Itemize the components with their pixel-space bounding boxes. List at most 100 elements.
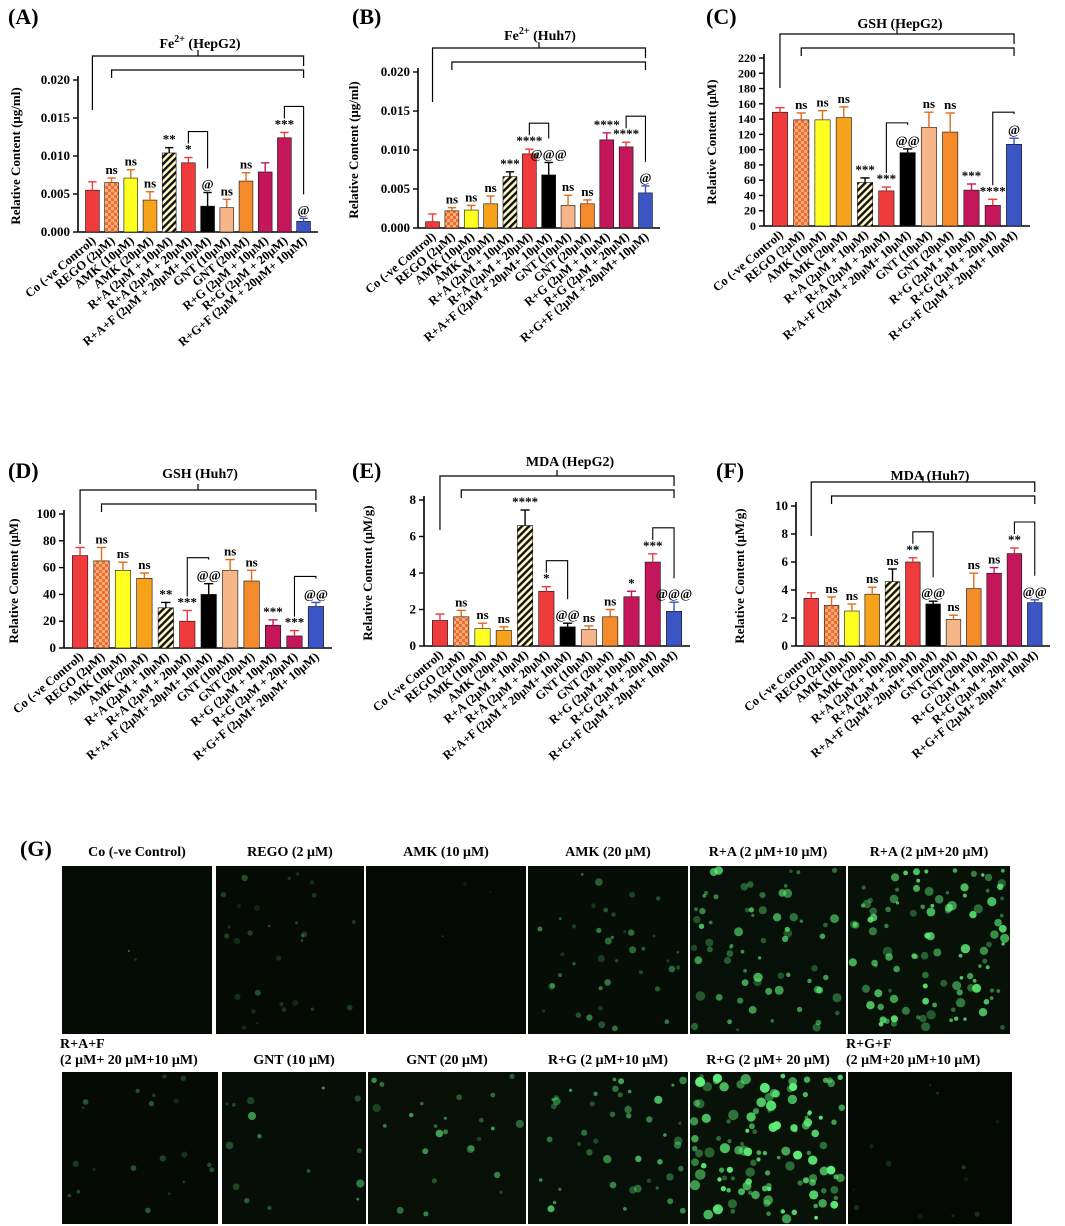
fluorescent-cell: [955, 998, 966, 1008]
fluorescent-cell: [549, 983, 556, 989]
fluorescent-cell: [982, 958, 988, 964]
fluorescent-cell: [615, 959, 619, 963]
micrograph-image: [528, 866, 688, 1034]
fluorescent-cell: [895, 901, 900, 905]
fluorescent-cell: [276, 955, 282, 961]
fluorescent-cell: [371, 1077, 377, 1084]
fluorescent-cell: [862, 984, 870, 993]
fluorescent-cell: [633, 1184, 642, 1193]
y-tick-label: 200: [738, 66, 756, 80]
micrograph-image: [222, 1072, 366, 1224]
fluorescent-cell: [983, 999, 990, 1005]
fluorescent-cell: [236, 903, 242, 908]
fluorescent-cell: [695, 1149, 703, 1158]
significance-label: ns: [446, 192, 458, 207]
micrograph-tile: [216, 866, 364, 1034]
fluorescent-cell: [867, 897, 873, 904]
y-tick-label: 0.010: [41, 148, 70, 163]
y-tick-label: 6: [782, 554, 789, 569]
fluorescent-cell: [726, 1166, 734, 1173]
fluorescent-cell: [793, 1128, 798, 1133]
significance-label: ns: [465, 189, 477, 204]
fluorescent-cell: [729, 944, 734, 948]
significance-label: ***: [275, 116, 295, 131]
bar: [123, 177, 139, 233]
fluorescent-cell: [917, 1213, 923, 1220]
fluorescent-cell: [635, 1155, 642, 1163]
panel-letter-b: (B): [352, 4, 381, 29]
fluorescent-cell: [134, 958, 137, 961]
fluorescent-cell: [793, 1150, 803, 1160]
fluorescent-cell: [627, 1089, 632, 1094]
comparison-bracket: [800, 47, 1015, 56]
fluorescent-cell: [852, 922, 858, 927]
micrograph-label: R+G+F: [846, 1037, 892, 1052]
fluorescent-cell: [435, 1129, 444, 1138]
significance-label: ***: [178, 594, 198, 609]
fluorescent-cell: [728, 945, 733, 950]
fluorescent-cell: [769, 1088, 779, 1098]
fluorescent-cell: [655, 986, 661, 992]
fluorescent-cell: [796, 1006, 803, 1013]
fluorescent-cell: [379, 1081, 385, 1087]
fluorescent-cell: [911, 953, 917, 959]
fluorescent-cell: [476, 1136, 482, 1142]
bar: [899, 152, 916, 227]
comparison-bracket: [431, 42, 647, 102]
fluorescent-cell: [819, 1141, 828, 1150]
significance-label: **: [159, 586, 172, 601]
fluorescent-cell: [808, 1155, 818, 1165]
fluorescent-cell: [321, 1086, 325, 1090]
fluorescent-cell: [772, 913, 782, 922]
fluorescent-cell: [869, 1144, 874, 1149]
significance-label: @: [202, 176, 214, 191]
micrograph-label: GNT (10 μM): [253, 1053, 335, 1068]
fluorescent-cell: [996, 989, 1001, 993]
micrograph-image: [690, 866, 846, 1034]
bar: [243, 580, 260, 649]
fluorescent-cell: [879, 1016, 887, 1024]
significance-label: ns: [886, 553, 898, 568]
fluorescent-cell: [972, 983, 982, 993]
significance-label: @: [1008, 122, 1020, 137]
fluorescent-cell: [646, 1178, 652, 1184]
micrograph-tile: [62, 866, 212, 1034]
fluorescent-cell: [72, 1160, 79, 1167]
fluorescent-cell: [499, 1190, 503, 1194]
fluorescent-cell: [929, 1084, 932, 1087]
fluorescent-cell: [985, 965, 990, 970]
fluorescent-cell: [889, 894, 899, 904]
bar: [644, 561, 661, 647]
micrograph-tile: [690, 866, 846, 1034]
bar: [986, 572, 1002, 647]
fluorescent-cell: [717, 1177, 722, 1182]
micrograph-label: R+A (2 μM+20 μM): [870, 845, 989, 860]
fluorescent-cell: [433, 1124, 438, 1128]
fluorescent-cell: [560, 952, 565, 957]
fluorescent-cell: [926, 907, 936, 917]
fluorescent-cell: [232, 1183, 240, 1191]
fluorescent-cell: [552, 1097, 561, 1106]
fluorescent-cell: [853, 1204, 860, 1211]
fluorescent-cell: [609, 1181, 617, 1189]
fluorescent-cell: [951, 1007, 956, 1013]
fluorescent-cell: [989, 996, 994, 1000]
bar: [238, 180, 254, 233]
fluorescent-cell: [936, 1091, 939, 1095]
micrograph-label: R+A+F: [60, 1037, 105, 1052]
significance-label: ns: [240, 157, 252, 172]
fluorescent-cell: [598, 1021, 606, 1029]
micrograph-haze: [528, 1072, 688, 1224]
micrograph-label: GNT (20 μM): [406, 1053, 488, 1068]
fluorescent-cell: [300, 939, 304, 942]
fluorescent-cell: [180, 1075, 187, 1082]
fluorescent-cell: [962, 893, 967, 898]
bar: [638, 192, 653, 229]
chart-panel-e: (E) MDA (HepG2) 0 2 4 6 8 Relative Content (μM/…: [352, 455, 692, 763]
fluorescent-cell: [826, 1165, 836, 1175]
fluorescent-cell: [423, 1211, 429, 1217]
fluorescent-cell: [782, 935, 789, 943]
fluorescent-cell: [1000, 933, 1010, 943]
fluorescent-cell: [827, 1079, 836, 1088]
y-tick-label: 80: [744, 158, 756, 172]
